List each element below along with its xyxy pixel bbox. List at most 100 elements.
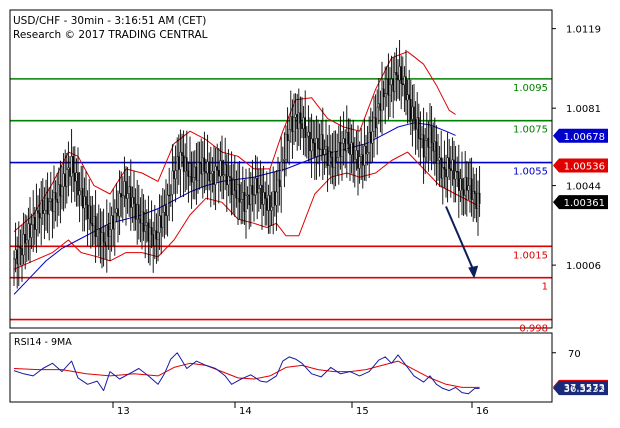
candle-body [422, 134, 425, 158]
candle-body [294, 114, 297, 118]
candle-body [245, 195, 247, 212]
chart-title: USD/CHF - 30min - 3:16:51 AM (CET) [13, 15, 206, 27]
candle-body [344, 138, 347, 152]
candle-body [270, 206, 273, 211]
candle-body [458, 171, 460, 191]
candle-body [238, 184, 241, 203]
candle-body [115, 208, 118, 214]
candle-body [29, 223, 31, 238]
candle-body [241, 192, 244, 200]
candle-body [73, 172, 76, 182]
candle-body [150, 227, 153, 235]
candle-body [206, 161, 209, 174]
candle-body [342, 138, 345, 144]
candle-body [209, 173, 212, 182]
x-axis-tick-label: 16 [476, 406, 489, 417]
candle-body [22, 234, 25, 256]
candle-body [85, 196, 87, 206]
candle-body [233, 179, 236, 191]
x-axis-tick-label: 15 [356, 406, 369, 417]
candle-body [161, 212, 164, 228]
candle-body [38, 213, 41, 219]
candle-body [123, 181, 126, 196]
candle-body [450, 168, 452, 171]
rsi-tag-label: 36.3232 [564, 384, 605, 395]
candle-body [374, 117, 377, 129]
candle-body [89, 205, 92, 224]
candle-body [213, 171, 215, 185]
price-tag-label: 1.00536 [564, 162, 605, 173]
candle-body [133, 197, 135, 205]
candle-body [467, 185, 470, 191]
candle-body [147, 222, 150, 242]
candle-body [42, 200, 44, 214]
candle-body [350, 142, 353, 155]
candle-body [211, 171, 214, 174]
candle-body [317, 138, 319, 149]
candle-body [125, 181, 127, 199]
candle-body [137, 204, 140, 220]
candle-body [200, 162, 203, 175]
candle-body [365, 145, 367, 155]
candle-body [160, 215, 163, 228]
candle-body [45, 197, 47, 211]
candle-body [267, 195, 270, 211]
candle-body [349, 143, 351, 155]
candle-body [283, 159, 286, 161]
candle-body [434, 141, 436, 152]
level-label: 1.0095 [513, 83, 548, 94]
candle-body [290, 116, 292, 130]
candle-body [358, 156, 361, 169]
candle-body [18, 246, 20, 265]
candle-body [136, 204, 139, 220]
candle-body [232, 179, 235, 196]
candle-body [398, 66, 401, 81]
candle-body [237, 184, 239, 199]
candle-body [384, 93, 387, 98]
candle-body [312, 138, 315, 144]
candle-body [258, 188, 260, 194]
level-label: 0.998 [519, 324, 548, 335]
candle-body [376, 106, 379, 129]
candle-body [54, 192, 57, 200]
candle-body [56, 198, 58, 203]
candle-body [318, 148, 321, 150]
candle-body [19, 246, 22, 249]
candle-body [131, 197, 134, 208]
price-tag-label: 1.00361 [564, 198, 605, 209]
candle-body [274, 191, 276, 206]
candle-body [427, 138, 430, 148]
candle-body [94, 216, 97, 237]
candle-body [129, 186, 132, 208]
candle-body [288, 129, 291, 141]
candle-body [346, 132, 348, 152]
candle-body [32, 217, 34, 226]
chart-copyright: Research © 2017 TRADING CENTRAL [13, 29, 208, 41]
candle-body [78, 190, 81, 196]
candle-body [13, 258, 15, 261]
candle-body [198, 162, 201, 164]
candle-body [224, 164, 227, 175]
candle-body [70, 156, 73, 177]
candle-body [411, 106, 414, 120]
candle-body [333, 151, 335, 168]
candle-body [205, 171, 207, 174]
candle-body [81, 188, 84, 209]
candle-body [51, 198, 54, 212]
candle-body [354, 158, 356, 163]
candle-body [371, 131, 374, 144]
level-label: 1 [542, 282, 548, 293]
candle-body [230, 177, 233, 196]
candle-body [80, 188, 82, 192]
candle-body [301, 122, 303, 130]
candle-body [117, 208, 119, 217]
candle-body [419, 138, 422, 140]
candle-body [128, 186, 131, 194]
candle-body [34, 217, 36, 230]
candle-body [21, 248, 23, 256]
candle-body [448, 157, 451, 169]
candle-body [201, 157, 204, 175]
candle-body [406, 94, 409, 101]
chart-labels: 1.0095 1.0075 1.0055 1.0015 1 0.998 1.0119 1.00… [14, 25, 605, 417]
